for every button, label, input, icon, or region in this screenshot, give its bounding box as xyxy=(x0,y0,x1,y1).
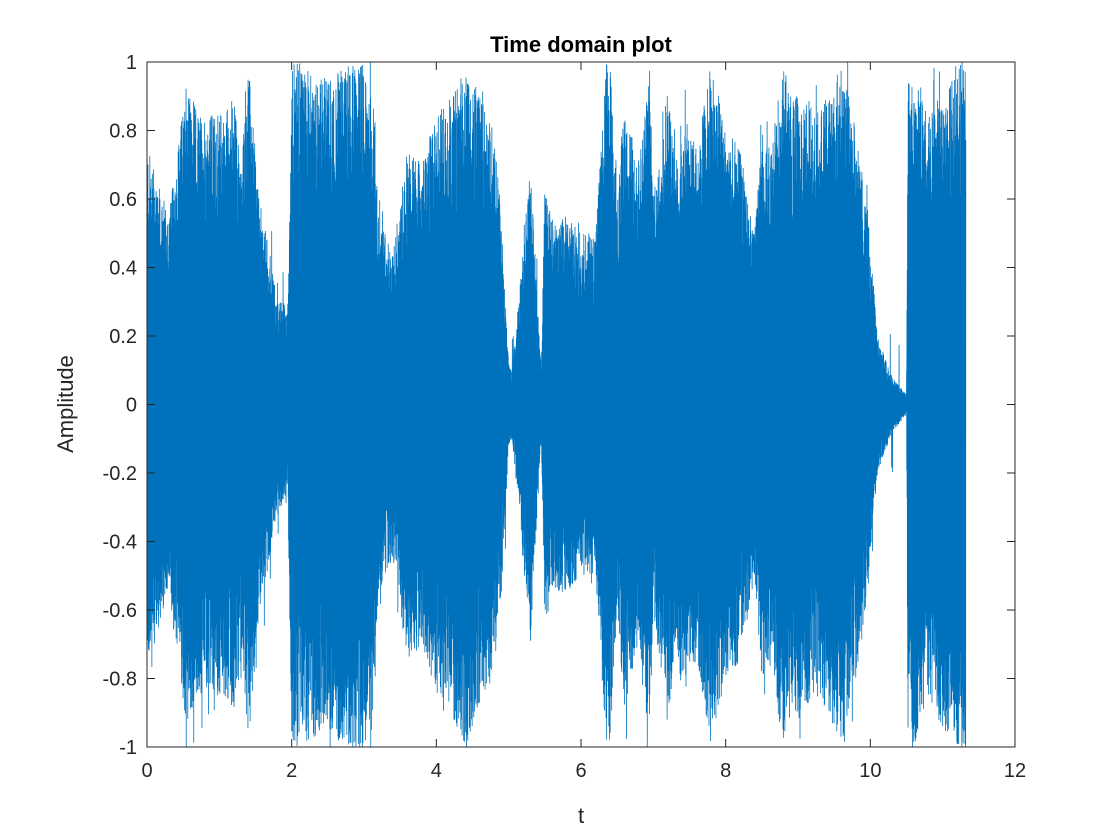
x-tick-label: 4 xyxy=(431,760,442,782)
x-tick-label: 12 xyxy=(1004,760,1026,782)
x-axis-label: t xyxy=(578,803,584,828)
y-tick-label: 0.6 xyxy=(109,189,137,211)
x-axis-ticks: 0 2 4 6 8 10 12 xyxy=(141,62,1026,782)
y-tick-label: 1 xyxy=(126,52,137,74)
y-tick-label: -0.4 xyxy=(103,532,137,554)
signal-waveform-line xyxy=(146,61,967,748)
chart-title: Time domain plot xyxy=(490,32,672,57)
y-tick-label: -0.6 xyxy=(103,600,137,622)
y-tick-label: -0.8 xyxy=(103,669,137,691)
y-tick-label: -0.2 xyxy=(103,463,137,485)
x-tick-label: 10 xyxy=(859,760,881,782)
y-tick-label: 0 xyxy=(126,395,137,417)
y-tick-label: 0.4 xyxy=(109,258,137,280)
x-tick-label: 0 xyxy=(141,760,152,782)
x-tick-label: 8 xyxy=(720,760,731,782)
y-axis-ticks: -1 -0.8 -0.6 -0.4 -0.2 0 0.2 0.4 0.6 0.8 1 xyxy=(103,52,1015,759)
x-tick-label: 6 xyxy=(575,760,586,782)
signal-layer xyxy=(146,61,967,748)
x-tick-label: 2 xyxy=(286,760,297,782)
y-tick-label: 0.8 xyxy=(109,121,137,143)
y-tick-label: -1 xyxy=(119,737,137,759)
y-tick-label: 0.2 xyxy=(109,326,137,348)
y-axis-label: Amplitude xyxy=(53,355,78,453)
